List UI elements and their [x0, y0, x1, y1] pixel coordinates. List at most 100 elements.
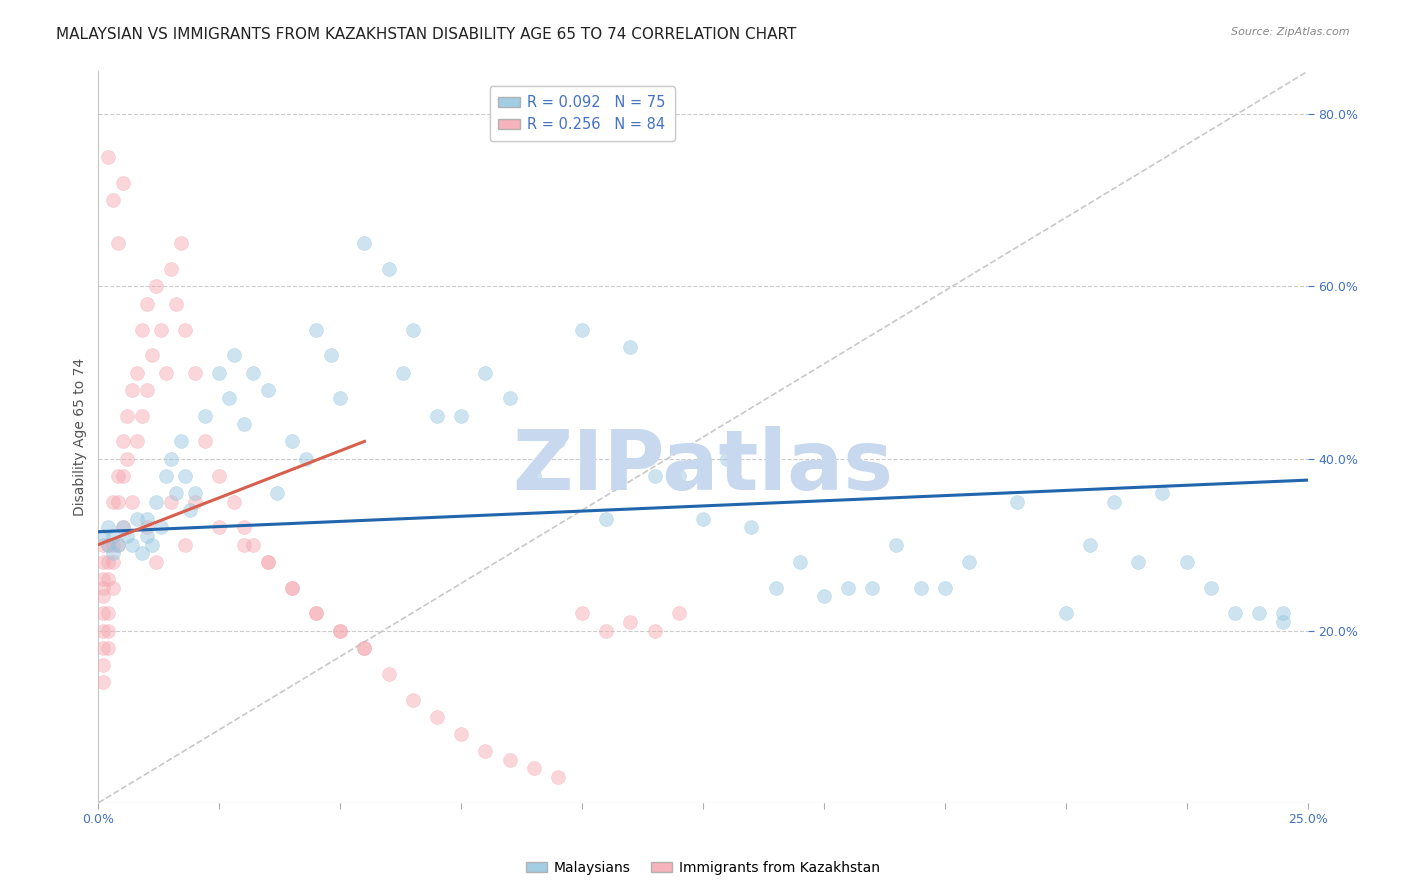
Point	[150, 322, 173, 336]
Point	[498, 753, 520, 767]
Point	[813, 589, 835, 603]
Point	[91, 607, 114, 621]
Point	[135, 520, 157, 534]
Point	[644, 468, 666, 483]
Point	[329, 392, 352, 406]
Point	[111, 520, 134, 534]
Point	[1054, 607, 1077, 621]
Point	[97, 538, 120, 552]
Point	[101, 555, 124, 569]
Point	[107, 538, 129, 552]
Point	[1272, 607, 1295, 621]
Point	[174, 322, 197, 336]
Point	[281, 581, 304, 595]
Point	[101, 581, 124, 595]
Point	[353, 236, 375, 251]
Point	[127, 434, 149, 449]
Point	[194, 409, 217, 423]
Point	[295, 451, 318, 466]
Point	[450, 409, 472, 423]
Point	[910, 581, 932, 595]
Point	[1102, 494, 1125, 508]
Point	[145, 555, 167, 569]
Point	[169, 434, 191, 449]
Point	[184, 486, 207, 500]
Point	[886, 538, 908, 552]
Point	[860, 581, 883, 595]
Point	[450, 727, 472, 741]
Point	[765, 581, 787, 595]
Y-axis label: Disability Age 65 to 74: Disability Age 65 to 74	[73, 358, 87, 516]
Point	[218, 392, 240, 406]
Point	[155, 366, 177, 380]
Point	[329, 624, 352, 638]
Point	[160, 451, 183, 466]
Point	[934, 581, 956, 595]
Point	[789, 555, 811, 569]
Legend: R = 0.092   N = 75, R = 0.256   N = 84: R = 0.092 N = 75, R = 0.256 N = 84	[489, 86, 675, 141]
Point	[1128, 555, 1150, 569]
Point	[101, 538, 124, 552]
Point	[101, 529, 124, 543]
Point	[547, 770, 569, 784]
Point	[184, 366, 207, 380]
Point	[131, 322, 153, 336]
Point	[426, 710, 449, 724]
Point	[174, 538, 197, 552]
Point	[107, 538, 129, 552]
Point	[107, 236, 129, 251]
Point	[135, 296, 157, 310]
Point	[91, 529, 114, 543]
Point	[242, 538, 264, 552]
Point	[208, 468, 231, 483]
Point	[644, 624, 666, 638]
Point	[668, 468, 690, 483]
Point	[91, 538, 114, 552]
Point	[837, 581, 859, 595]
Point	[97, 538, 120, 552]
Point	[377, 666, 399, 681]
Point	[141, 538, 163, 552]
Point	[97, 150, 120, 164]
Point	[111, 176, 134, 190]
Point	[141, 348, 163, 362]
Point	[595, 512, 617, 526]
Point	[160, 494, 183, 508]
Text: Source: ZipAtlas.com: Source: ZipAtlas.com	[1232, 27, 1350, 37]
Point	[353, 640, 375, 655]
Point	[281, 581, 304, 595]
Point	[111, 434, 134, 449]
Point	[1078, 538, 1101, 552]
Point	[194, 434, 217, 449]
Point	[135, 512, 157, 526]
Point	[740, 520, 762, 534]
Point	[150, 520, 173, 534]
Point	[692, 512, 714, 526]
Point	[256, 555, 278, 569]
Point	[353, 640, 375, 655]
Point	[107, 494, 129, 508]
Point	[111, 520, 134, 534]
Point	[619, 340, 641, 354]
Point	[281, 434, 304, 449]
Point	[97, 640, 120, 655]
Point	[97, 555, 120, 569]
Point	[208, 366, 231, 380]
Point	[208, 520, 231, 534]
Point	[111, 468, 134, 483]
Point	[305, 322, 328, 336]
Point	[523, 761, 546, 775]
Point	[1272, 615, 1295, 629]
Point	[619, 615, 641, 629]
Point	[474, 744, 496, 758]
Point	[101, 494, 124, 508]
Point	[174, 468, 197, 483]
Point	[107, 468, 129, 483]
Text: MALAYSIAN VS IMMIGRANTS FROM KAZAKHSTAN DISABILITY AGE 65 TO 74 CORRELATION CHAR: MALAYSIAN VS IMMIGRANTS FROM KAZAKHSTAN …	[56, 27, 797, 42]
Point	[305, 607, 328, 621]
Point	[242, 366, 264, 380]
Point	[127, 512, 149, 526]
Point	[498, 392, 520, 406]
Point	[184, 494, 207, 508]
Point	[97, 624, 120, 638]
